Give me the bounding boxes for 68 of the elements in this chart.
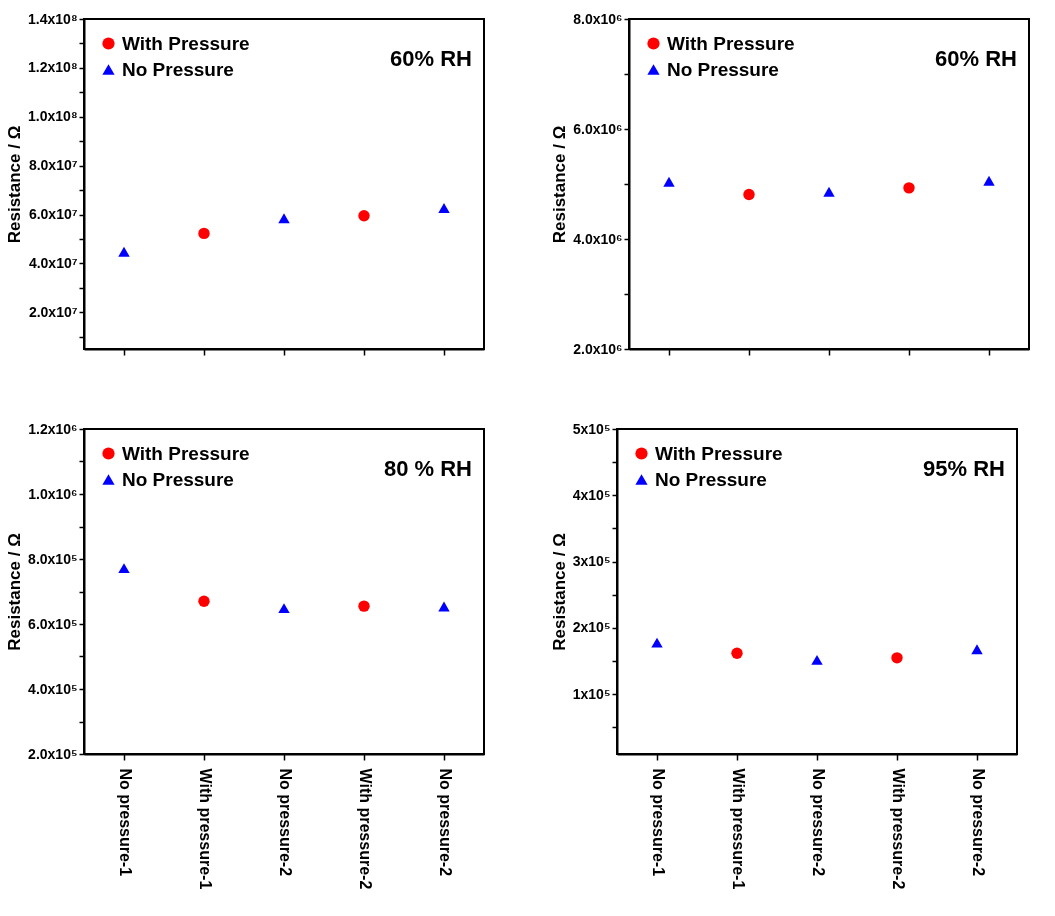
y-tick-label: 4.0x10⁶ xyxy=(573,230,623,247)
y-tick-label: 6.0x10⁵ xyxy=(28,615,78,632)
x-tick-label: With pressure-1 xyxy=(196,768,214,890)
y-tick-label: 1.0x10⁸ xyxy=(28,108,78,125)
x-tick-label: With pressure-2 xyxy=(356,768,374,890)
point xyxy=(983,175,995,186)
x-tick-label: No pressure-2 xyxy=(969,768,987,877)
y-axis-title: Resistance / Ω xyxy=(550,125,570,244)
point xyxy=(811,654,823,665)
y-tick-label: 1.2x10⁸ xyxy=(28,59,78,76)
point xyxy=(731,647,743,659)
point xyxy=(198,595,210,607)
y-axis-title: Resistance / Ω xyxy=(5,533,25,651)
point xyxy=(438,601,450,612)
point xyxy=(891,652,903,664)
point xyxy=(198,227,210,240)
x-tick-label: With pressure-1 xyxy=(729,768,747,890)
legend-label: No Pressure xyxy=(667,58,779,80)
x-tick-label: No pressure-1 xyxy=(649,768,667,877)
point xyxy=(743,188,755,201)
y-tick-label: 2.0x10⁶ xyxy=(573,340,623,357)
y-tick-label: 1x10⁵ xyxy=(572,685,611,702)
legend-label: With Pressure xyxy=(667,32,795,54)
y-tick-label: 1.4x10⁸ xyxy=(28,10,78,27)
y-tick-label: 2x10⁵ xyxy=(572,619,611,636)
x-tick-label: No pressure-2 xyxy=(436,768,454,877)
y-tick-label: 8.0x10⁶ xyxy=(573,10,623,27)
y-tick-label: 3x10⁵ xyxy=(572,553,611,570)
y-tick-label: 4x10⁵ xyxy=(572,486,611,503)
annotation: 95% RH xyxy=(923,456,1005,481)
legend-label: With Pressure xyxy=(122,32,250,54)
legend-label: No Pressure xyxy=(122,58,234,80)
x-tick-label: No pressure-1 xyxy=(116,768,134,877)
legend-label: With Pressure xyxy=(655,442,783,464)
y-tick-label: 1.0x10⁶ xyxy=(28,485,78,502)
x-tick-label: No pressure-2 xyxy=(276,768,294,877)
annotation: 60% RH xyxy=(390,46,472,71)
y-tick-label: 2.0x10⁷ xyxy=(28,303,78,320)
y-tick-label: 8.0x10⁵ xyxy=(28,550,78,567)
y-axis-title: Resistance / Ω xyxy=(5,125,25,244)
point xyxy=(903,182,915,194)
annotation: 60% RH xyxy=(935,46,1017,71)
point xyxy=(118,246,130,257)
point xyxy=(118,563,130,574)
y-tick-label: 2.0x10⁵ xyxy=(28,745,78,762)
y-tick-label: 8.0x10⁷ xyxy=(28,157,78,174)
point xyxy=(651,637,663,648)
y-tick-label: 6.0x10⁶ xyxy=(573,120,623,137)
y-tick-label: 6.0x10⁷ xyxy=(28,206,78,223)
y-tick-label: 4.0x10⁷ xyxy=(28,254,78,271)
y-tick-label: 4.0x10⁵ xyxy=(28,680,78,697)
point xyxy=(823,186,835,197)
x-tick-label: With pressure-2 xyxy=(889,768,907,890)
point xyxy=(278,603,290,614)
point xyxy=(358,600,370,612)
legend-label: No Pressure xyxy=(655,468,767,490)
x-tick-label: No pressure-2 xyxy=(809,768,827,877)
annotation: 80 % RH xyxy=(383,456,472,481)
point xyxy=(438,203,450,213)
y-axis-title: Resistance / Ω xyxy=(549,533,569,651)
legend-label: No Pressure xyxy=(122,468,234,490)
point xyxy=(358,210,370,222)
point xyxy=(663,176,675,187)
y-tick-label: 1.2x10⁶ xyxy=(28,420,78,437)
legend-label: With Pressure xyxy=(122,442,250,464)
point xyxy=(278,213,290,224)
y-tick-label: 5x10⁵ xyxy=(572,420,611,437)
point xyxy=(971,644,983,655)
